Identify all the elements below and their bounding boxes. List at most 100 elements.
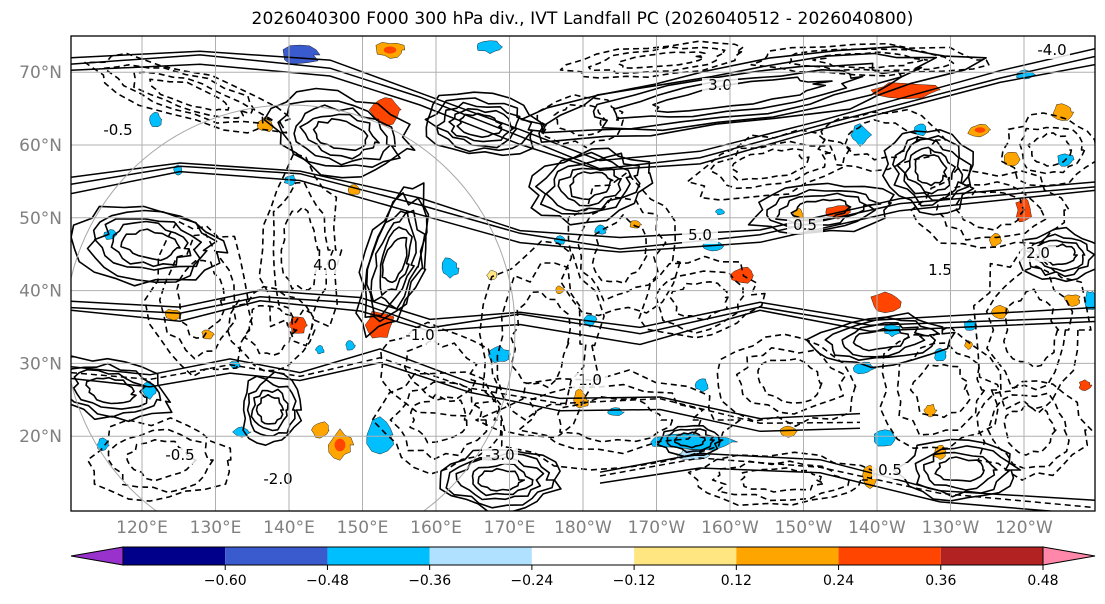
negative-contour: [716, 333, 857, 427]
positive-contour: [656, 424, 724, 458]
negative-contour: [553, 103, 607, 137]
latitude-label: 40°N: [19, 282, 62, 302]
contour-label: 3.0: [708, 76, 732, 94]
contour-label-bg: [100, 123, 136, 139]
contour-label: 1.0: [578, 371, 602, 389]
positive-contour: [71, 289, 1095, 329]
contour-label-bg: [307, 258, 343, 274]
negative-contour: [709, 140, 834, 190]
colorbar-segment: [736, 547, 839, 565]
colorbar-segment: [940, 547, 1043, 565]
negative-contour: [955, 190, 1026, 231]
map-frame: [70, 35, 1096, 512]
latitude-label: 70°N: [19, 63, 62, 83]
negative-contour: [103, 64, 275, 125]
colorbar-segment: [327, 547, 430, 565]
positive-contour: [528, 147, 654, 226]
contour-label: 2.0: [1026, 244, 1050, 262]
colorbar-segment: [225, 547, 328, 565]
negative-contour: [272, 181, 334, 324]
divergence-patch: [694, 378, 709, 393]
positive-contour: [379, 226, 413, 296]
negative-contour: [84, 52, 293, 134]
negative-contour: [1018, 126, 1086, 175]
divergence-patch: [1004, 151, 1021, 167]
negative-contour: [789, 48, 955, 72]
divergence-patch: [555, 285, 566, 295]
negative-contour: [910, 168, 1070, 249]
divergence-patch: [715, 208, 726, 216]
colorbar-segment: [123, 547, 226, 565]
positive-contour: [293, 104, 391, 166]
positive-contour: [477, 467, 526, 492]
divergence-patch: [850, 123, 873, 147]
contour-label-bg: [572, 373, 608, 389]
negative-contour: [258, 152, 343, 347]
colorbar-tick-label: −0.24: [510, 573, 553, 589]
longitude-label: 120°W: [995, 518, 1053, 538]
positive-contour: [445, 452, 555, 509]
divergence-patch: [729, 266, 754, 284]
positive-contour: [541, 52, 938, 134]
positive-contour: [673, 431, 706, 449]
divergence-patch: [1078, 379, 1093, 391]
negative-contour: [403, 339, 478, 401]
contour-label: -1.0: [405, 326, 434, 344]
longitude-label: 180°W: [554, 518, 612, 538]
contour-label-bg: [872, 463, 908, 479]
contour-label-bg: [1034, 43, 1070, 59]
negative-contour: [371, 371, 503, 475]
positive-contour: [455, 456, 545, 501]
colorbar-segment: [429, 547, 532, 565]
divergence-patch: [870, 291, 903, 314]
positive-contour: [71, 300, 1095, 346]
contour-label: -0.5: [165, 446, 194, 464]
graticule: [71, 36, 1095, 511]
positive-contour: [882, 129, 975, 216]
divergence-patch: [366, 416, 395, 455]
negative-contour: [896, 342, 986, 436]
colorbar-tick-label: 0.48: [1027, 573, 1058, 589]
positive-contour: [666, 428, 715, 454]
colorbar-tick-label: 0.24: [823, 573, 854, 589]
positive-contour: [370, 210, 417, 306]
colorbar-extend-low: [70, 546, 124, 566]
longitude-labels: 120°E 130°E 140°E 150°E 160°E 170°E 180°W 170°W…: [116, 518, 1053, 538]
positive-contour: [775, 192, 868, 226]
contour-label: 0.5: [878, 461, 902, 479]
positive-contour: [599, 452, 1095, 502]
contour-label-bg: [682, 228, 718, 244]
divergence-patch: [486, 269, 498, 281]
negative-contour: [843, 119, 921, 161]
negative-contour: [909, 363, 972, 419]
negative-contour: [730, 147, 810, 181]
negative-contour: [380, 321, 501, 417]
longitude-label: 140°E: [263, 518, 315, 538]
positive-contour: [71, 362, 162, 418]
positive-contour: [592, 62, 903, 130]
contour-label: 1.5: [928, 261, 952, 279]
negative-contour: [86, 417, 232, 502]
divergence-patch: [441, 257, 460, 279]
negative-contour: [1027, 132, 1073, 167]
divergence-patch-core: [334, 438, 346, 452]
positive-contour: [246, 378, 297, 437]
positive-contour: [71, 63, 1095, 171]
negative-contour: [149, 78, 230, 112]
negative-contour: [280, 206, 321, 291]
positive-contour: [599, 467, 1059, 511]
contour-labels-layer: -0.5 0.5 -1.0 1.0 1.5 2.0 -2.0 -3.0 3.0 -4.0 4.0 5.…: [100, 41, 1070, 488]
negative-contour: [478, 240, 605, 439]
contour-label: -4.0: [1037, 41, 1066, 59]
positive-contour: [110, 220, 192, 268]
divergence-patch: [1052, 103, 1075, 121]
positive-contour: [652, 76, 833, 113]
negative-contour: [557, 396, 674, 443]
positive-contour: [520, 45, 987, 143]
negative-contour: [987, 392, 1070, 470]
positive-contour: [766, 189, 882, 233]
divergence-patch-core: [383, 46, 397, 54]
colorbar-segment: [531, 547, 635, 565]
positive-contour: [86, 209, 218, 284]
negative-contour: [812, 51, 929, 69]
